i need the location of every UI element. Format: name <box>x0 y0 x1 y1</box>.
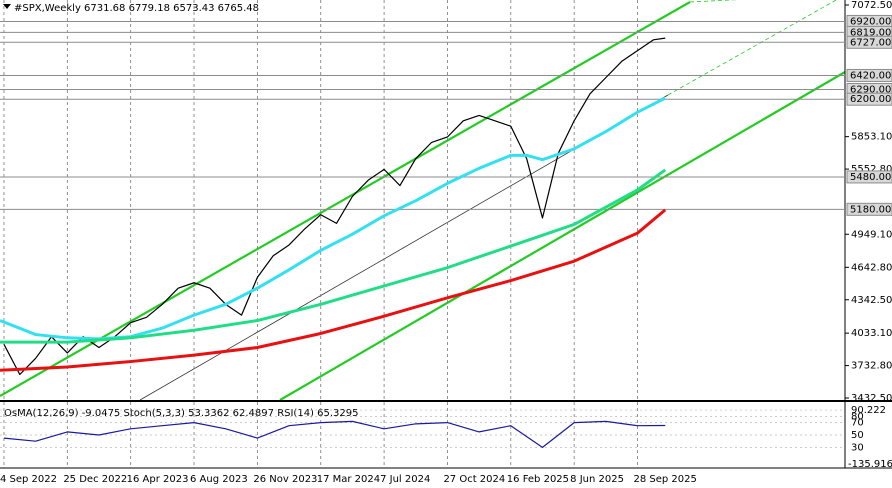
x-tick-label: 6 Aug 2023 <box>190 474 248 485</box>
osc-tick-label: 80 <box>851 411 864 422</box>
y-tick-label: 4949.10 <box>851 229 892 240</box>
osc-min-label: -135.9167 <box>848 459 892 470</box>
y-tick-label: 4033.10 <box>851 328 892 339</box>
channel-lower <box>279 71 846 401</box>
x-tick-label: 16 Feb 2025 <box>507 474 569 485</box>
level-label: 6200.00 <box>850 94 891 105</box>
price-series <box>0 208 667 372</box>
symbol-icon <box>3 4 11 9</box>
level-label: 5480.00 <box>850 172 891 183</box>
chart-title: #SPX,Weekly 6731.68 6779.18 6573.43 6765… <box>14 3 259 14</box>
level-label: 6290.00 <box>850 84 891 95</box>
channel-upper <box>0 1 691 397</box>
y-tick-label: 3732.80 <box>851 361 892 372</box>
level-label-box <box>846 35 892 49</box>
level-label-box <box>846 68 892 82</box>
osc-tick-label: 90.222 <box>851 405 886 416</box>
x-tick-label: 26 Nov 2023 <box>253 474 317 485</box>
channel-upper-extension <box>689 0 739 3</box>
level-label-box <box>846 202 892 216</box>
x-tick-label: 8 Jun 2025 <box>570 474 624 485</box>
level-label-box <box>846 170 892 184</box>
level-label: 6727.00 <box>850 37 891 48</box>
level-label-box <box>846 92 892 106</box>
x-tick-label: 27 Oct 2024 <box>443 474 505 485</box>
x-tick-label: 4 Sep 2022 <box>0 474 57 485</box>
y-tick-label: 4642.80 <box>851 262 892 273</box>
y-tick-label: 7072.50 <box>851 0 892 11</box>
x-tick-label: 17 Mar 2024 <box>317 474 380 485</box>
level-label: 6819.00 <box>850 27 891 38</box>
y-tick-label: 5552.80 <box>851 164 892 175</box>
price-series <box>0 168 667 344</box>
level-label: 5180.00 <box>850 204 891 215</box>
channel-mid-extension <box>667 0 837 96</box>
x-tick-label: 25 Dec 2022 <box>63 474 127 485</box>
y-tick-label: 5853.10 <box>851 132 892 143</box>
trendlines <box>0 0 846 401</box>
x-tick-label: 7 Jul 2024 <box>380 474 430 485</box>
x-tick-label: 16 Apr 2023 <box>127 474 189 485</box>
osc-series <box>3 420 666 448</box>
level-label: 6920.00 <box>850 16 891 27</box>
x-tick-label: 28 Sep 2025 <box>634 474 697 485</box>
y-tick-label: 4342.50 <box>851 295 892 306</box>
osc-tick-label: 30 <box>851 442 864 453</box>
y-tick-label: 3432.50 <box>851 393 892 404</box>
osc-title: OsMA(12,26,9) -9.0475 Stoch(5,3,3) 53.33… <box>4 408 359 419</box>
osc-tick-label: 50 <box>851 430 864 441</box>
level-label: 6420.00 <box>850 70 891 81</box>
osc-tick-label: 70 <box>851 418 864 429</box>
